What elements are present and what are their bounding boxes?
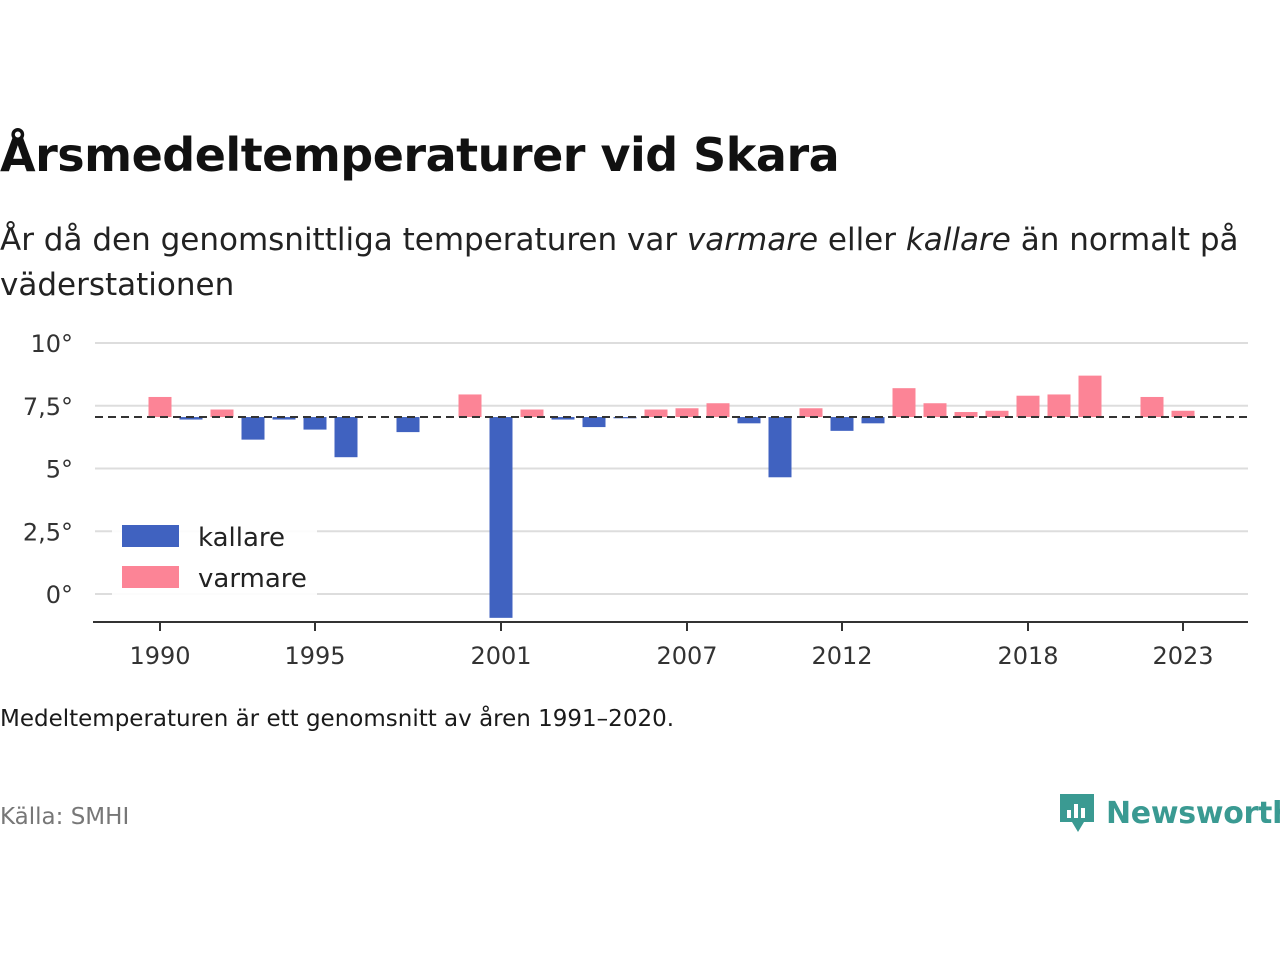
newsworthy-icon: [1060, 794, 1094, 832]
temperature-bar-chart: 0° 2,5° 5° 7,5° 10° 1990 1995 2001 2007 2012 2018…: [23, 330, 1248, 670]
bar-2022: [1140, 396, 1164, 418]
chart-subtitle: År då den genomsnittliga temperaturen va…: [0, 218, 1270, 308]
x-tick-label: 1990: [129, 642, 190, 670]
bar-2015: [923, 403, 947, 418]
brand-logo: Newsworthy: [1058, 790, 1280, 836]
bar-1994: [272, 417, 296, 420]
bar-2005: [613, 417, 637, 419]
bar-2012: [830, 417, 854, 431]
bar-2002: [520, 409, 544, 418]
bar-2001: [489, 417, 513, 618]
bar-2000: [458, 394, 482, 418]
legend-label-varmare: varmare: [198, 564, 307, 594]
subtitle-text-3: än normalt på väderstationen: [0, 222, 1239, 303]
x-tick-label: 2007: [656, 642, 717, 670]
y-tick-label: 0°: [46, 581, 73, 609]
bar-2011: [799, 408, 823, 418]
legend: kallare varmare: [112, 514, 317, 596]
bar-2023: [1171, 410, 1195, 418]
bar-2006: [644, 409, 668, 418]
chart-title: Årsmedeltemperaturer vid Skara: [0, 128, 840, 182]
subtitle-text-1: År då den genomsnittliga temperaturen va…: [0, 222, 687, 258]
source-text: Källa: SMHI: [0, 804, 130, 830]
bar-2003: [551, 417, 575, 420]
chart-note: Medeltemperaturen är ett genomsnitt av å…: [0, 706, 675, 732]
subtitle-text-2: eller: [818, 222, 906, 258]
legend-swatch-varmare: [122, 566, 179, 588]
bar-2016: [954, 412, 978, 418]
y-axis-ticks: 0° 2,5° 5° 7,5° 10°: [23, 330, 73, 609]
y-tick-label: 10°: [30, 330, 73, 358]
subtitle-warm-word: varmare: [686, 222, 819, 258]
bar-2014: [892, 388, 916, 418]
bar-1996: [334, 417, 358, 458]
y-tick-label: 2,5°: [23, 518, 73, 546]
bar-2004: [582, 417, 606, 428]
bar-2017: [985, 410, 1009, 418]
bar-1995: [303, 417, 327, 430]
bars: [148, 375, 1195, 618]
legend-swatch-kallare: [122, 525, 179, 547]
x-tick-label: 2001: [470, 642, 531, 670]
x-axis-ticks: 1990 1995 2001 2007 2012 2018 2023: [129, 622, 1214, 670]
bar-2007: [675, 408, 699, 418]
bar-2009: [737, 417, 761, 424]
legend-label-kallare: kallare: [198, 523, 285, 553]
y-tick-label: 5°: [46, 456, 73, 484]
bar-2010: [768, 417, 792, 478]
bar-1990: [148, 396, 172, 418]
bar-2013: [861, 417, 885, 424]
bar-1992: [210, 409, 234, 418]
x-tick-label: 2018: [997, 642, 1058, 670]
y-tick-label: 7,5°: [23, 393, 73, 421]
brand-name: Newsworthy: [1106, 795, 1280, 831]
bar-2008: [706, 403, 730, 418]
bar-2019: [1047, 394, 1071, 418]
x-tick-label: 2012: [811, 642, 872, 670]
bar-1998: [396, 417, 420, 433]
x-tick-label: 2023: [1152, 642, 1213, 670]
bar-1993: [241, 417, 265, 440]
x-tick-label: 1995: [284, 642, 345, 670]
subtitle-cold-word: kallare: [905, 222, 1011, 258]
bar-2018: [1016, 395, 1040, 418]
bar-2020: [1078, 375, 1102, 418]
bar-1991: [179, 417, 203, 420]
